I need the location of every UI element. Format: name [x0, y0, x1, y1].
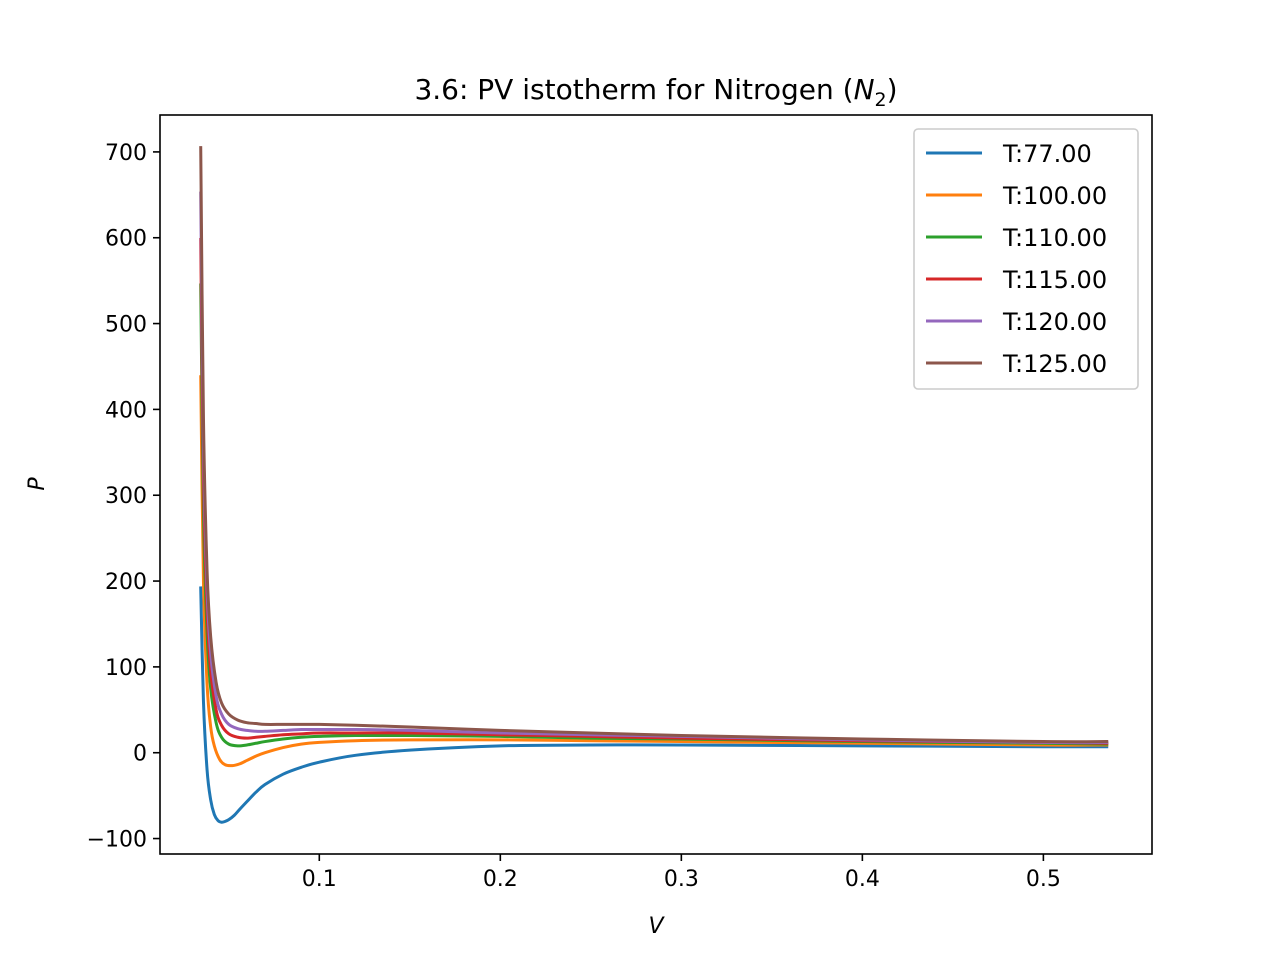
chart-title: 3.6: PV istotherm for Nitrogen (N2): [414, 73, 897, 111]
legend-label: T:100.00: [1002, 182, 1107, 210]
x-tick-label: 0.4: [845, 867, 880, 892]
y-tick-label: −100: [87, 828, 147, 853]
y-tick-label: 600: [105, 227, 147, 252]
y-axis-title: P: [25, 477, 50, 491]
x-tick-label: 0.2: [483, 867, 518, 892]
series-layer: [199, 146, 1109, 824]
legend: T:77.00 T:100.00 T:110.00 T:115.00 T:120.00 T…: [913, 128, 1139, 390]
plot-frame: [159, 114, 1153, 855]
y-axis: −100 0 100 200 300 400 500 600 700: [87, 141, 160, 853]
y-tick-label: 0: [133, 742, 147, 767]
plot-area: [159, 114, 1153, 855]
x-axis-title: V: [648, 914, 665, 939]
legend-label: T:110.00: [1002, 224, 1107, 252]
legend-items: T:77.00 T:100.00 T:110.00 T:115.00 T:120.00 T…: [926, 140, 1107, 378]
y-tick-label: 500: [105, 313, 147, 338]
series-line-0: [199, 586, 1109, 824]
x-tick-label: 0.5: [1026, 867, 1061, 892]
x-tick-label: 0.1: [302, 867, 337, 892]
x-axis: 0.1 0.2 0.3 0.4 0.5: [302, 854, 1061, 892]
y-tick-label: 200: [105, 570, 147, 595]
series-line-5: [199, 146, 1109, 744]
legend-label: T:120.00: [1002, 308, 1107, 336]
legend-label: T:77.00: [1002, 140, 1092, 168]
y-tick-label: 100: [105, 656, 147, 681]
x-tick-label: 0.3: [664, 867, 699, 892]
y-tick-label: 300: [105, 484, 147, 509]
y-tick-label: 400: [105, 398, 147, 423]
legend-label: T:115.00: [1002, 266, 1107, 294]
legend-label: T:125.00: [1002, 350, 1107, 378]
y-tick-label: 700: [105, 141, 147, 166]
series-line-3: [199, 237, 1109, 745]
series-line-1: [199, 375, 1109, 768]
